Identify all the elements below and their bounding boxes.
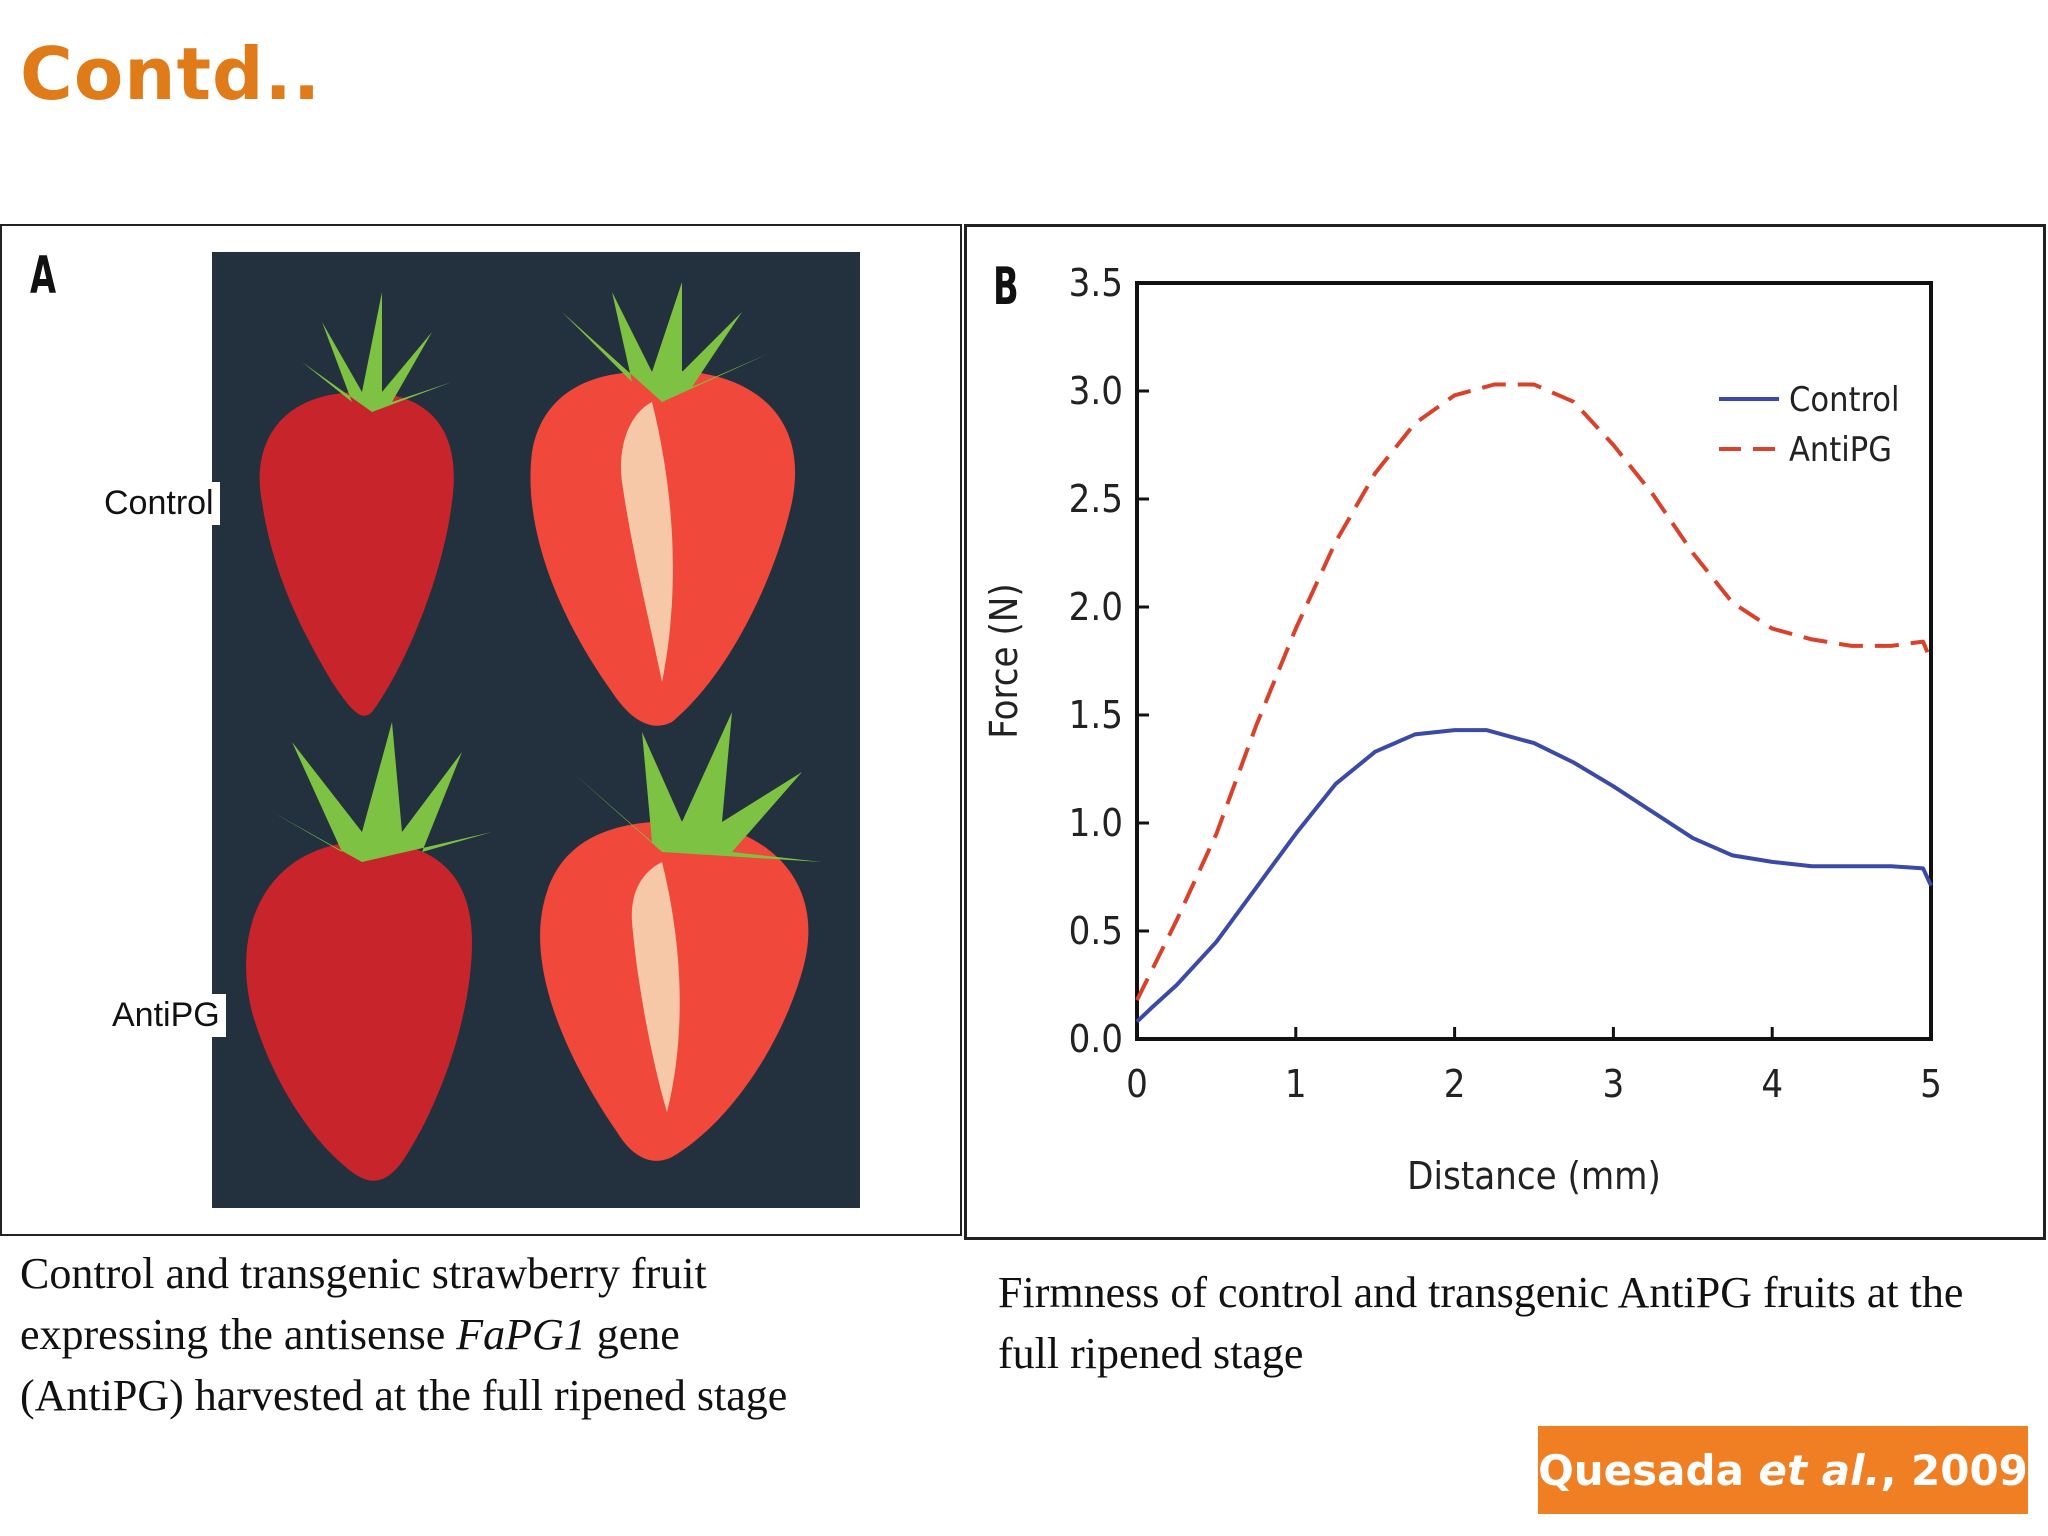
x-tick-label: 2: [1444, 1062, 1466, 1106]
panel-a-letter: A: [30, 246, 57, 306]
x-tick-label: 5: [1920, 1062, 1942, 1106]
x-tick-label: 1: [1285, 1062, 1307, 1106]
x-tick-label: 4: [1761, 1062, 1783, 1106]
y-tick-label: 1.5: [1069, 693, 1123, 737]
y-tick-label: 0.0: [1069, 1017, 1123, 1061]
control-halved-berry: [530, 282, 796, 726]
panel-b-caption: Firmness of control and transgenic AntiP…: [998, 1268, 1964, 1378]
firmness-chart: 0 1 2 3 4 5 0.0 0.5 1.0 1.5 2.0 2.5 3.0 3.5 Distance …: [982, 261, 1942, 1198]
citation-badge: Quesada et al., 2009: [1538, 1426, 2028, 1514]
caption-a-line2-post: gene: [585, 1310, 680, 1359]
series-line-antipg: [1135, 382, 1933, 1001]
citation-year: , 2009: [1880, 1445, 2028, 1495]
antipg-halved-berry: [540, 712, 822, 1161]
caption-a-line1: Control and transgenic strawberry fruit: [20, 1249, 707, 1298]
caption-a-line3: (AntiPG) harvested at the full ripened s…: [20, 1371, 788, 1420]
legend-control-label: Control: [1789, 380, 1899, 420]
control-photo-label: Control: [98, 482, 220, 525]
panel-b-chart-figure: B 0 1 2 3 4 5 0.0 0.5 1.0 1.5 2.0 2.5 3.0 3.5 Distanc…: [964, 224, 2046, 1240]
data-series: [1135, 382, 1933, 1024]
caption-a-line2-pre: expressing the antisense: [20, 1310, 457, 1359]
panel-a-photo-figure: A Contro: [0, 224, 962, 1236]
panel-b-letter: B: [993, 257, 1019, 317]
control-whole-berry: [259, 292, 454, 716]
x-axis-label: Distance (mm): [1407, 1154, 1661, 1198]
panel-a-caption: Control and transgenic strawberry fruit …: [20, 1243, 960, 1426]
y-tick-label: 3.0: [1069, 369, 1123, 413]
citation-author: Quesada: [1538, 1445, 1759, 1495]
legend: Control AntiPG: [1719, 380, 1899, 470]
y-tick-label: 2.5: [1069, 477, 1123, 521]
caption-a-gene: FaPG1: [456, 1310, 586, 1359]
y-axis-label: Force (N): [982, 583, 1026, 738]
axis-ticks: 0 1 2 3 4 5 0.0 0.5 1.0 1.5 2.0 2.5 3.0 3.5: [1069, 261, 1942, 1106]
y-tick-label: 0.5: [1069, 909, 1123, 953]
series-line-control: [1135, 728, 1933, 1024]
citation-etal: et al.: [1758, 1445, 1881, 1495]
y-tick-label: 2.0: [1069, 585, 1123, 629]
x-tick-label: 3: [1603, 1062, 1625, 1106]
antipg-photo-label: AntiPG: [106, 994, 226, 1037]
strawberry-illustration: [246, 282, 822, 1181]
plot-frame: [1135, 281, 1933, 1041]
strawberry-photo: [212, 252, 860, 1208]
legend-antipg-label: AntiPG: [1789, 430, 1892, 470]
slide-title: Contd..: [20, 32, 322, 116]
y-tick-label: 3.5: [1069, 261, 1123, 305]
y-tick-label: 1.0: [1069, 801, 1123, 845]
antipg-whole-berry: [246, 722, 492, 1181]
x-tick-label: 0: [1126, 1062, 1148, 1106]
